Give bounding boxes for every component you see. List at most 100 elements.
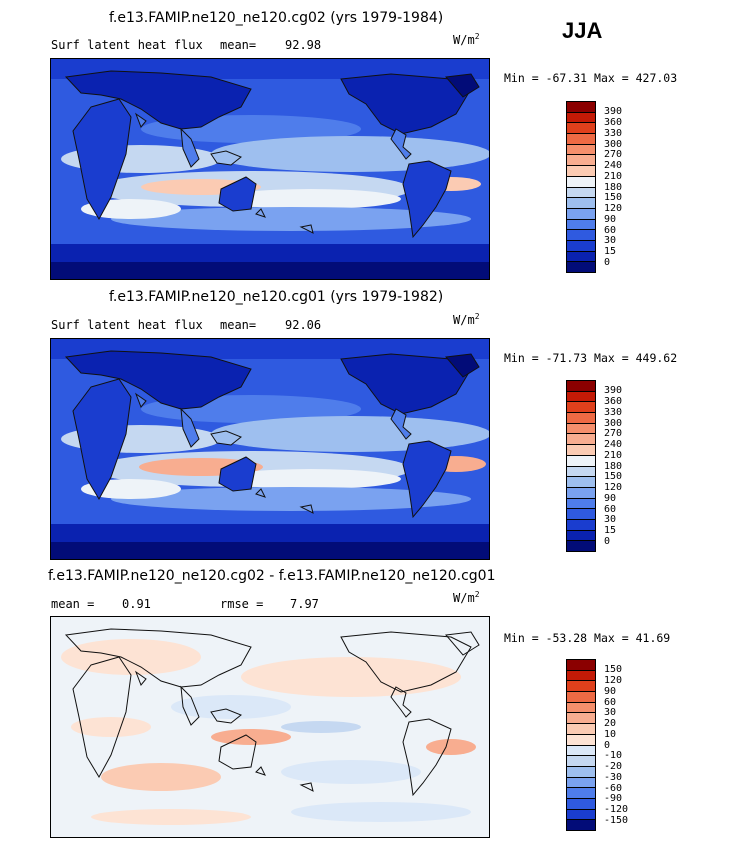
panel2-colorbar-swatch [567,445,595,456]
panel3-colorbar-swatch [567,820,595,830]
panel3-mean-value: 0.91 [122,597,151,611]
panel2-colorbar-tick-label: 360 [604,396,623,407]
panel2-colorbar-tick-label: 300 [604,417,623,429]
panel3-colorbar-swatch [567,724,595,735]
panel2-colorbar-labels: 390 360 330 300 270 240 210 180 150 120 90 60 30 15 0 [604,380,644,552]
panel1-colorbar-labels: 390 360 330 300 270 240 210 180 150 120 90 60 30 15 0 [604,101,644,273]
panel3-field [61,639,476,825]
panel2-title: f.e13.FAMIP.ne120_ne120.cg01 (yrs 1979-1… [109,289,444,305]
panel2-colorbar-swatch [567,477,595,488]
panel1-colorbar-swatch [567,230,595,241]
panel1-coastlines [64,70,480,239]
panel3-colorbar-labels: 150 120 90 60 30 20 10 0 -10 -20 -30 -60 -90 -120 -150 [604,659,644,831]
panel1-colorbar-tick-label: 360 [604,117,623,128]
panel1-colorbar-tick-label: 330 [604,127,623,139]
panel2-mean-value: 92.06 [285,318,322,332]
panel2-colorbar-swatch [567,423,595,435]
panel1-colorbar-swatch [567,112,595,124]
panel1-minmax: Min = -67.31 Max = 427.03 [504,71,678,85]
panel1-map [50,58,490,280]
panel2-colorbar-swatch [567,381,595,392]
panel1-colorbar-swatch [567,144,595,156]
panel1-title: f.e13.FAMIP.ne120_ne120.cg02 (yrs 1979-1… [109,10,444,26]
panel2-colorbar-tick-label: 270 [604,428,623,440]
panel3-colorbar-tick-label: 20 [604,718,617,729]
panel2-colorbar-swatch [567,391,595,403]
panel2-field [51,339,489,559]
panel2-map [50,338,490,560]
panel3-colorbar-swatch [567,734,595,746]
panel2-variable: Surf latent heat flux [51,318,203,332]
panel3-colorbar-swatch [567,713,595,725]
panel1-colorbar-swatch [567,251,595,263]
panel2-units: W/m2 [453,312,480,327]
panel3-coastlines [64,628,480,797]
panel3-colorbar-swatch [567,660,595,671]
panel3-colorbar-swatch [567,702,595,714]
panel1-colorbar-swatch [567,262,595,272]
panel3-colorbar-swatch [567,745,595,757]
panel2-colorbar-tick-label: 0 [604,535,611,547]
panel2-colorbar-tick-label: 180 [604,460,623,472]
panel2-colorbar-swatch [567,402,595,414]
panel2-minmax: Min = -71.73 Max = 449.62 [504,351,678,365]
panel3-colorbar-tick-label: -20 [604,761,623,772]
panel3-colorbar-tick-label: 60 [604,696,617,708]
panel3-colorbar-swatch [567,681,595,693]
panel3-colorbar-tick-label: 90 [604,685,617,697]
panel2-colorbar-tick-label: 240 [604,439,623,450]
panel2-colorbar-tick-label: 30 [604,514,617,526]
panel1-colorbar-tick-label: 120 [604,203,623,214]
panel1-colorbar-tick-label: 30 [604,235,617,247]
panel3-rmse-label: rmse = [220,597,264,611]
panel2-colorbar-tick-label: 210 [604,449,623,461]
panel3-colorbar-tick-label: 0 [604,739,611,751]
panel2-colorbar-swatch [567,498,595,510]
panel1-map-svg [51,59,489,279]
panel1-colorbar-swatch [567,155,595,167]
panel1-mean-label: mean= [220,38,257,52]
panel3-colorbar-tick-label: -10 [604,750,623,762]
panel2-colorbar [566,380,596,552]
panel3-colorbar-swatch [567,692,595,703]
panel3-colorbar-swatch [567,670,595,682]
panel2-colorbar-swatch [567,509,595,520]
panel1-colorbar-swatch [567,123,595,135]
panel1-units: W/m2 [453,32,480,47]
panel2-colorbar-swatch [567,519,595,531]
panel3-colorbar-swatch [567,798,595,810]
panel2-colorbar-swatch [567,541,595,551]
panel2-colorbar-tick-label: 120 [604,482,623,493]
panel1-colorbar-swatch [567,176,595,188]
panel1-colorbar-tick-label: 390 [604,106,623,118]
panel1-colorbar-tick-label: 180 [604,181,623,193]
panel3-colorbar-tick-label: 150 [604,664,623,676]
panel2-colorbar-swatch [567,487,595,499]
panel2-map-svg [51,339,489,559]
panel3-rmse-value: 7.97 [290,597,319,611]
panel3-colorbar-tick-label: 10 [604,728,617,740]
panel3-colorbar-tick-label: -120 [604,804,629,815]
season-label: JJA [562,18,603,43]
panel1-colorbar-tick-label: 90 [604,213,617,225]
panel1-colorbar-swatch [567,208,595,220]
panel3-title: f.e13.FAMIP.ne120_ne120.cg02 - f.e13.FAM… [48,568,496,584]
panel2-colorbar-tick-label: 60 [604,503,617,515]
panel1-colorbar-tick-label: 15 [604,246,617,257]
panel1-colorbar-tick-label: 210 [604,170,623,182]
panel1-colorbar-swatch [567,198,595,209]
panel1-colorbar-swatch [567,134,595,145]
panel2-colorbar-tick-label: 390 [604,385,623,397]
panel3-minmax: Min = -53.28 Max = 41.69 [504,631,671,645]
panel3-colorbar-tick-label: 30 [604,707,617,719]
panel3-colorbar-swatch [567,788,595,799]
panel3-mean-label: mean = [51,597,95,611]
panel1-colorbar-tick-label: 0 [604,256,611,268]
panel1-colorbar [566,101,596,273]
panel3-colorbar-tick-label: 120 [604,675,623,686]
panel1-colorbar-swatch [567,219,595,231]
panel1-colorbar-tick-label: 150 [604,192,623,204]
panel1-colorbar-tick-label: 60 [604,224,617,236]
panel2-colorbar-tick-label: 15 [604,525,617,536]
panel1-variable: Surf latent heat flux [51,38,203,52]
